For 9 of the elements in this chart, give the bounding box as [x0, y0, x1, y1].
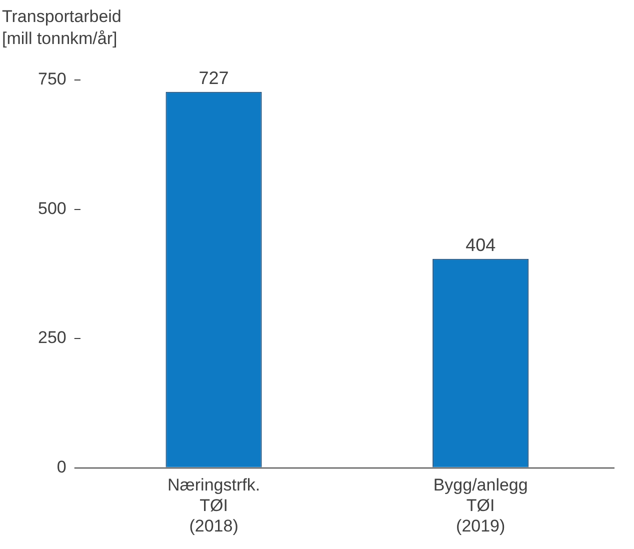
data-label: 727 — [198, 68, 229, 88]
y-tick-label: 500 — [38, 198, 66, 218]
x-tick-label: Bygg/anlegg TØI (2019) — [433, 476, 528, 536]
data-label: 404 — [466, 234, 496, 255]
y-tick-label: 250 — [38, 328, 66, 348]
y-tick-label: 750 — [38, 70, 66, 89]
x-tick-label: Næringstrfk. TØI (2018) — [167, 476, 260, 536]
y-tick-label: 0 — [56, 457, 66, 476]
y-axis-title: Transportarbeid [mill tonnkm/år] — [2, 6, 122, 50]
